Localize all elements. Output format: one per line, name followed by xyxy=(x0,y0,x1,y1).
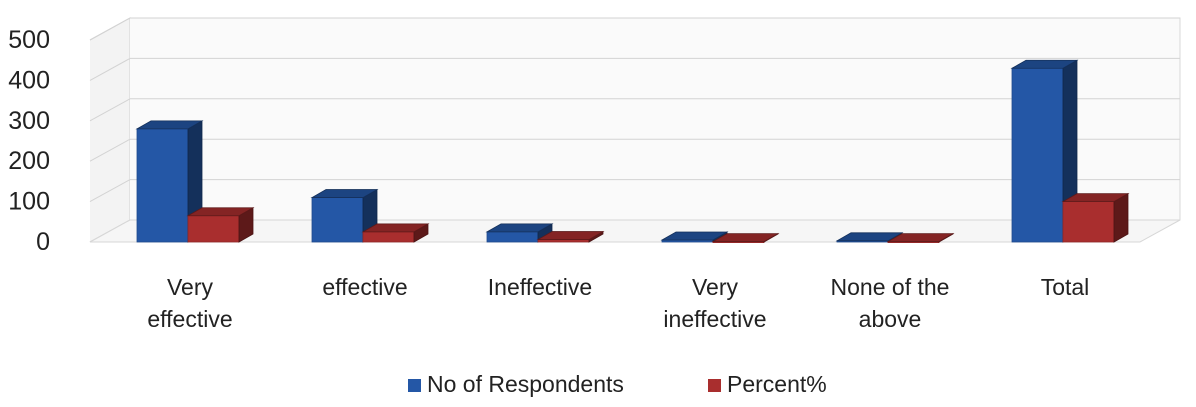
legend-label: Percent% xyxy=(727,371,827,397)
bars-layer xyxy=(135,59,1130,243)
bar-group xyxy=(660,231,780,243)
bar xyxy=(536,230,605,243)
bar-group xyxy=(1010,59,1130,243)
left-wall xyxy=(89,17,131,243)
x-tick-label: Very effective xyxy=(147,274,232,332)
bar-group xyxy=(835,232,955,243)
y-tick-label: 300 xyxy=(8,107,50,135)
x-tick-label: Total xyxy=(1041,274,1090,300)
legend-swatch xyxy=(408,379,421,392)
x-tick-label: None of the above xyxy=(831,274,950,332)
y-tick-label: 100 xyxy=(8,188,50,216)
bar xyxy=(711,232,780,243)
bar xyxy=(186,207,255,243)
legend: No of Respondents Percent% xyxy=(408,371,827,397)
bar xyxy=(886,232,955,243)
bar xyxy=(660,231,729,243)
plot-area xyxy=(89,17,1181,243)
bar xyxy=(1061,192,1130,243)
legend-swatch xyxy=(708,379,721,392)
x-tick-label: Very ineffective xyxy=(663,274,766,332)
y-tick-label: 400 xyxy=(8,66,50,94)
legend-item: No of Respondents xyxy=(408,371,624,397)
legend-label: No of Respondents xyxy=(427,371,624,397)
wall-grid xyxy=(89,17,1181,243)
y-tick-label: 0 xyxy=(36,228,50,256)
gridline xyxy=(89,138,1180,162)
bar xyxy=(135,120,204,243)
x-tick-label: effective xyxy=(322,274,407,300)
bar-group xyxy=(485,223,605,243)
y-tick-label: 200 xyxy=(8,147,50,175)
gridline xyxy=(89,179,1180,203)
bar-group xyxy=(310,188,430,243)
gridline xyxy=(89,17,1180,41)
bar xyxy=(485,223,554,243)
y-tick-label: 500 xyxy=(8,26,50,54)
gridline xyxy=(89,57,1180,81)
legend-item: Percent% xyxy=(708,371,827,397)
bar xyxy=(361,223,430,243)
x-tick-label: Ineffective xyxy=(488,274,592,300)
gridline xyxy=(89,98,1180,122)
bar-group xyxy=(135,120,255,243)
labels-layer: 0 100 200 300 400 500 Very effective effective In… xyxy=(8,26,1089,332)
